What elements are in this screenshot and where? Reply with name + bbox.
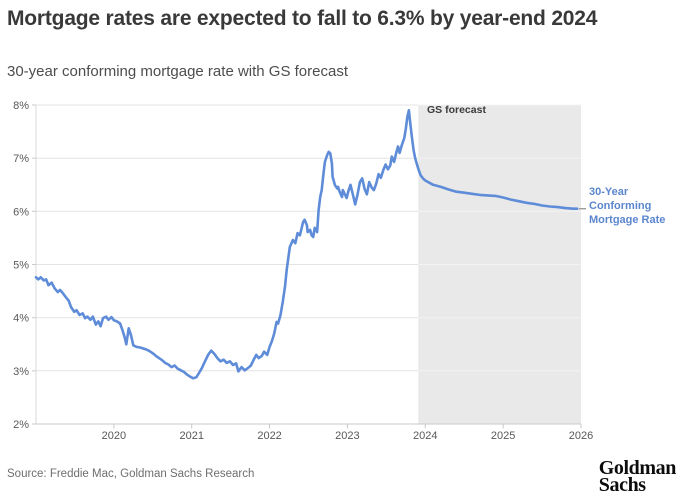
page-title: Mortgage rates are expected to fall to 6… [7,7,598,30]
mortgage-rate-line [34,109,579,380]
y-tick-label: 8% [13,100,29,112]
x-tick-label: 2021 [179,430,203,442]
y-tick-label: 5% [13,260,29,272]
source-note: Source: Freddie Mac, Goldman Sachs Resea… [7,468,255,480]
x-tick-label: 2024 [413,430,437,442]
series-annotation-label: 30-Year Conforming Mortgage Rate [589,186,666,226]
logo-line-1: Goldman [598,457,677,479]
y-tick-label: 2% [13,419,29,431]
x-tick-label: 2020 [102,430,126,442]
y-tick-label: 6% [13,206,29,218]
x-tick-label: 2022 [257,430,281,442]
logo-line-2: Sachs [598,474,646,496]
y-tick-label: 3% [13,366,29,378]
x-tick-label: 2023 [335,430,359,442]
x-tick-label: 2026 [569,430,593,442]
y-tick-label: 7% [13,153,29,165]
forecast-region-label: GS forecast [427,104,486,116]
goldman-sachs-logo: Goldman Sachs [598,457,677,496]
x-tick-label: 2025 [491,430,515,442]
y-tick-label: 4% [13,313,29,325]
chart-subtitle: 30-year conforming mortgage rate with GS… [7,63,348,80]
